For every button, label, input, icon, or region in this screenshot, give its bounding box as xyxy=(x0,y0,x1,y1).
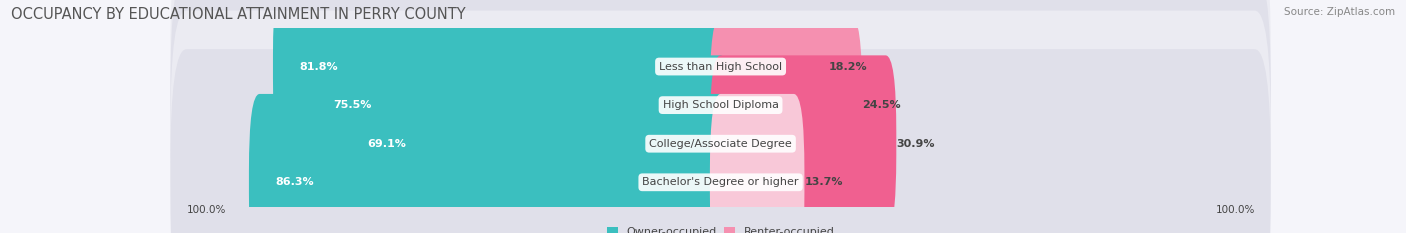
Text: Source: ZipAtlas.com: Source: ZipAtlas.com xyxy=(1284,7,1395,17)
Text: 30.9%: 30.9% xyxy=(896,139,935,149)
FancyBboxPatch shape xyxy=(170,0,1271,200)
FancyBboxPatch shape xyxy=(307,17,731,193)
Text: College/Associate Degree: College/Associate Degree xyxy=(650,139,792,149)
Text: 69.1%: 69.1% xyxy=(367,139,406,149)
Text: 24.5%: 24.5% xyxy=(862,100,901,110)
Text: 100.0%: 100.0% xyxy=(187,205,226,215)
Text: 75.5%: 75.5% xyxy=(333,100,371,110)
FancyBboxPatch shape xyxy=(710,94,804,233)
Text: Bachelor's Degree or higher: Bachelor's Degree or higher xyxy=(643,177,799,187)
Text: 13.7%: 13.7% xyxy=(804,177,844,187)
FancyBboxPatch shape xyxy=(340,55,731,232)
FancyBboxPatch shape xyxy=(273,0,731,155)
Text: 100.0%: 100.0% xyxy=(1215,205,1254,215)
Text: 86.3%: 86.3% xyxy=(276,177,315,187)
Text: High School Diploma: High School Diploma xyxy=(662,100,779,110)
FancyBboxPatch shape xyxy=(710,55,896,232)
FancyBboxPatch shape xyxy=(249,94,731,233)
Text: OCCUPANCY BY EDUCATIONAL ATTAINMENT IN PERRY COUNTY: OCCUPANCY BY EDUCATIONAL ATTAINMENT IN P… xyxy=(11,7,465,22)
Text: 81.8%: 81.8% xyxy=(299,62,339,72)
Text: 18.2%: 18.2% xyxy=(828,62,868,72)
Text: Less than High School: Less than High School xyxy=(659,62,782,72)
FancyBboxPatch shape xyxy=(710,17,862,193)
Legend: Owner-occupied, Renter-occupied: Owner-occupied, Renter-occupied xyxy=(602,222,839,233)
FancyBboxPatch shape xyxy=(170,49,1271,233)
FancyBboxPatch shape xyxy=(710,0,828,155)
FancyBboxPatch shape xyxy=(170,0,1271,233)
FancyBboxPatch shape xyxy=(170,10,1271,233)
